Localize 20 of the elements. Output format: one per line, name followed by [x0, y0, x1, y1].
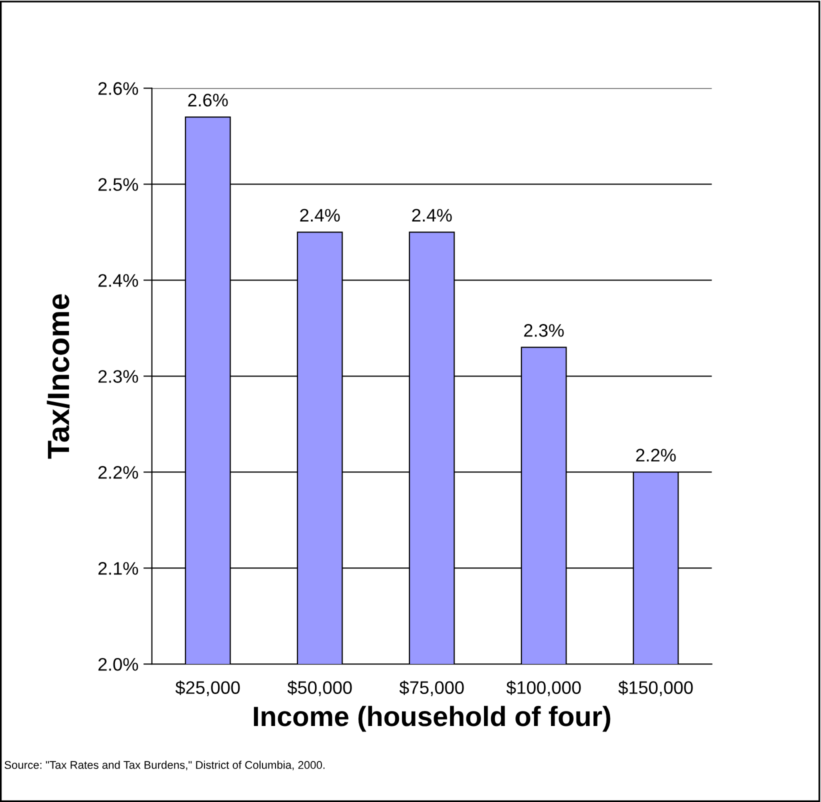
y-axis-title: Tax/Income — [46, 294, 70, 459]
y-tick-label: 2.2% — [98, 466, 138, 479]
x-tick-label: $100,000 — [506, 680, 581, 696]
y-tick-label: 2.0% — [98, 658, 138, 671]
x-tick-label: $50,000 — [287, 680, 352, 696]
y-tick-label: 2.6% — [98, 82, 138, 95]
x-tick-label: $75,000 — [399, 680, 464, 696]
y-tick-label: 2.1% — [98, 562, 138, 575]
data-label: 2.2% — [636, 448, 676, 462]
y-tick-label: 2.5% — [98, 178, 138, 191]
y-tick-label: 2.4% — [98, 274, 138, 287]
data-label: 2.6% — [188, 94, 228, 106]
data-label: 2.4% — [412, 208, 452, 222]
source-note: Source: "Tax Rates and Tax Burdens," District of Columbia, 2000. — [4, 760, 325, 770]
y-tick-label: 2.3% — [98, 370, 138, 383]
x-axis-title: Income (household of four) — [254, 706, 610, 732]
x-tick-label: $25,000 — [175, 680, 240, 696]
data-label: 2.4% — [300, 208, 340, 222]
x-tick-label: $150,000 — [618, 680, 693, 696]
data-label: 2.3% — [524, 324, 564, 337]
